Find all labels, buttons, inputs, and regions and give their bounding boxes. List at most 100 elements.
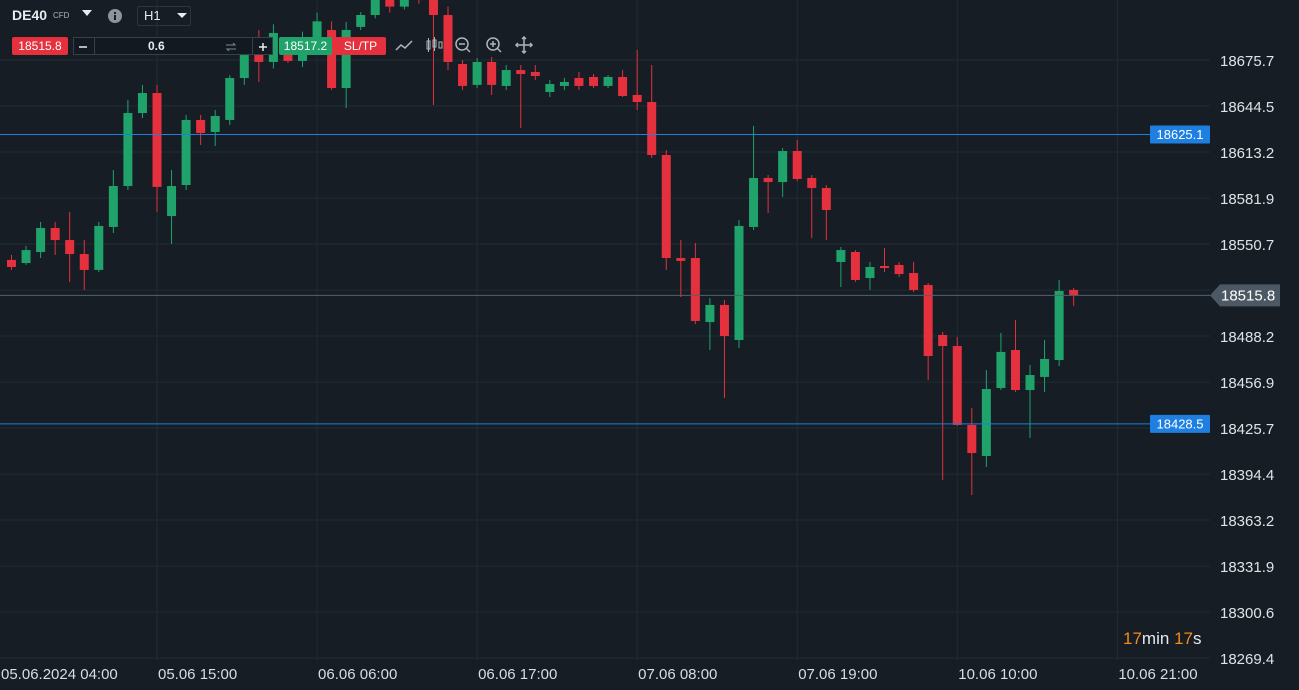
candle-body [1025, 375, 1035, 391]
candle-body [21, 250, 31, 264]
symbol-type: CFD [53, 11, 70, 20]
candle-body [647, 101, 657, 155]
candle-body [210, 115, 220, 133]
candle-body [239, 55, 249, 79]
candle-body [6, 259, 16, 267]
x-tick-label: 10.06 21:00 [1118, 666, 1197, 683]
x-tick-label: 05.06.2024 04:00 [1, 666, 118, 683]
candle-body [778, 151, 788, 183]
candle-body [836, 250, 846, 262]
candle-body [618, 76, 628, 96]
x-tick-label: 07.06 08:00 [638, 666, 717, 683]
candle-body [938, 334, 948, 347]
y-tick-label: 18300.6 [1220, 605, 1274, 622]
pan-icon[interactable] [514, 36, 534, 55]
last-price-label: 18515.8 [1221, 287, 1275, 304]
candle-body [443, 15, 453, 62]
candle-body [472, 61, 482, 85]
candle-body [530, 71, 540, 76]
candle-body [850, 251, 860, 280]
info-icon[interactable] [107, 8, 123, 24]
y-tick-label: 18269.4 [1220, 651, 1274, 668]
symbol[interactable]: DE40 [12, 7, 48, 23]
y-tick-label: 18363.2 [1220, 513, 1274, 530]
candle-body [690, 258, 700, 322]
candle-body [487, 61, 497, 85]
x-tick-label: 05.06 15:00 [158, 666, 237, 683]
candle-body [123, 113, 133, 187]
timeframe-select[interactable]: H1 [137, 6, 191, 26]
candle-body [749, 177, 759, 227]
candle-body [458, 64, 468, 86]
candle-body [821, 187, 831, 211]
y-tick-label: 18425.7 [1220, 421, 1274, 438]
y-tick-label: 18581.9 [1220, 191, 1274, 208]
candle-body [603, 76, 613, 86]
candle-body [909, 273, 919, 290]
timer-seconds: 17 [1174, 629, 1193, 648]
candle-body [108, 186, 118, 227]
candle-body [734, 225, 744, 340]
candle-body [763, 177, 773, 183]
candle-body [94, 225, 104, 270]
volume: 0.6 [148, 39, 165, 53]
volume-input[interactable]: 0.6 [73, 37, 273, 55]
candle-body [501, 70, 511, 86]
y-tick-label: 18331.9 [1220, 559, 1274, 576]
timer-s-unit: s [1192, 629, 1202, 648]
candle-body [792, 151, 802, 179]
y-tick-label: 18394.4 [1220, 467, 1274, 484]
timer-minutes: 17 [1123, 629, 1142, 648]
chart-tools [395, 36, 534, 55]
candle-body [312, 21, 322, 40]
candle-body [152, 93, 162, 187]
candle-body [545, 84, 555, 92]
sltp-button[interactable]: SL/TP [335, 37, 386, 55]
candle-body [880, 265, 890, 269]
candle-body [1054, 290, 1064, 361]
x-tick-label: 10.06 10:00 [958, 666, 1037, 683]
candle-body [399, 0, 409, 7]
candle-body [981, 389, 991, 456]
price-line-label-bg [1150, 414, 1210, 433]
price-line-label: 18625.1 [1157, 127, 1204, 142]
candle-body [356, 15, 366, 27]
candle-body [79, 254, 89, 270]
y-tick-label: 18456.9 [1220, 375, 1274, 392]
candle-body [705, 304, 715, 323]
y-tick-label: 18644.5 [1220, 99, 1274, 116]
candle-body [807, 177, 817, 188]
candle-body [894, 264, 904, 275]
candle-body [225, 78, 235, 120]
price-line-label-bg [1150, 125, 1210, 144]
zoom-in-icon[interactable] [486, 37, 502, 53]
candle-body [65, 240, 75, 255]
candle-body [967, 424, 977, 454]
candle-body [385, 0, 395, 7]
zoom-out-icon[interactable] [455, 37, 471, 53]
plus-button[interactable] [257, 41, 269, 53]
candle-body [1069, 289, 1079, 296]
swap-icon[interactable] [224, 41, 238, 53]
sell-button[interactable]: 18515.8 [12, 37, 68, 55]
candle-body [952, 346, 962, 425]
candle-body [1040, 358, 1050, 377]
candle-body [661, 154, 671, 259]
grid [0, 0, 1210, 660]
candle-body [341, 30, 351, 89]
candle-chart-icon[interactable] [426, 37, 443, 52]
candle-body [50, 227, 60, 241]
minus-button[interactable] [77, 41, 89, 53]
symbol-dropdown[interactable] [80, 9, 94, 17]
candle-body [327, 30, 337, 89]
candle-body [1010, 350, 1020, 391]
candle-body [719, 304, 729, 337]
line-chart-icon[interactable] [395, 40, 413, 51]
candle-body [632, 94, 642, 102]
buy-button[interactable]: 18517.2 [279, 37, 332, 55]
candle-body [370, 0, 380, 16]
candle-body [268, 32, 278, 62]
candles [6, 0, 1079, 495]
